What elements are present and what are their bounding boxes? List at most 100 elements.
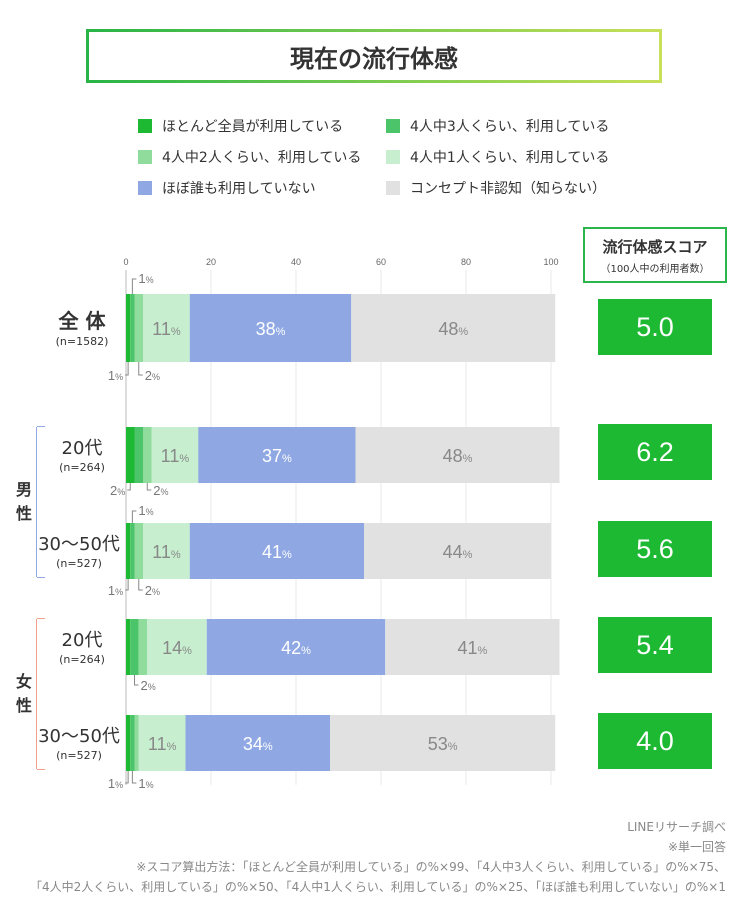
bar-segment — [385, 619, 560, 675]
small-data-label: 1% — [138, 503, 153, 518]
small-data-label: 1% — [138, 776, 153, 791]
small-data-label: 2% — [141, 678, 156, 693]
legend-swatch — [138, 119, 152, 133]
bar-segment — [126, 294, 131, 362]
row-label-n: (n=527) — [56, 557, 102, 570]
leader-line — [134, 675, 139, 686]
row-label-n: (n=264) — [59, 461, 105, 474]
legend-label: 4人中3人くらい、利用している — [410, 119, 610, 135]
legend-item-2of4: 4人中2人くらい、利用している — [138, 147, 361, 167]
leader-line — [125, 579, 129, 591]
legend-item-3of4: 4人中3人くらい、利用している — [386, 116, 609, 136]
small-data-label: 2% — [153, 483, 168, 498]
row-label-n: (n=264) — [59, 653, 105, 666]
footer-source: LINEリサーチ調べ — [627, 820, 726, 834]
x-tick-label: 40 — [291, 257, 301, 267]
score-box-male-20s: 6.2 — [598, 424, 712, 480]
legend-label: コンセプト非認知（知らない） — [410, 181, 606, 197]
score-value: 6.2 — [636, 436, 674, 467]
x-tick-label: 0 — [123, 257, 128, 267]
bar-segment — [189, 523, 364, 579]
bar-segment — [130, 715, 135, 771]
group-label-male: 男性 — [14, 478, 34, 526]
x-tick-label: 80 — [461, 257, 471, 267]
row-label-male-20s: 20代 (n=264) — [42, 434, 122, 474]
score-box-female-30-50s: 4.0 — [598, 713, 712, 769]
bar-segment — [198, 427, 356, 483]
leader-line — [125, 362, 129, 376]
bar-segment — [355, 427, 560, 483]
leader-line — [127, 483, 131, 491]
row-label-male-30-50s: 30〜50代 (n=527) — [32, 530, 126, 570]
bar-segment — [126, 427, 135, 483]
legend-item-all-use: ほとんど全員が利用している — [138, 116, 343, 136]
legend-item-1of4: 4人中1人くらい、利用している — [386, 147, 609, 167]
small-data-label: 2% — [145, 368, 160, 383]
legend-swatch — [386, 119, 400, 133]
score-header-title: 流行体感スコア — [602, 238, 708, 256]
small-data-label: 2% — [145, 583, 160, 598]
bar-segment — [364, 523, 551, 579]
legend-item-none: ほぼ誰も利用していない — [138, 178, 316, 198]
bar-segment — [134, 294, 143, 362]
leader-line — [146, 483, 152, 491]
score-box-female-20s: 5.4 — [598, 617, 712, 673]
legend-label: ほとんど全員が利用している — [162, 119, 344, 135]
bar-segment — [126, 715, 131, 771]
chart-title-box: 現在の流行体感 — [86, 29, 662, 83]
row-label-text: 20代 — [61, 438, 103, 459]
footer-note-formula-2: 「4人中2人くらい、利用している」の%×50、「4人中1人くらい、利用している」… — [29, 880, 726, 894]
bar-segment — [189, 294, 352, 362]
leader-line — [125, 771, 129, 784]
x-tick-label: 60 — [376, 257, 386, 267]
chart-title: 現在の流行体感 — [290, 44, 458, 73]
row-label-total: 全 体 (n=1582) — [42, 305, 122, 348]
leader-line — [138, 362, 143, 376]
legend-swatch — [386, 150, 400, 164]
score-value: 5.4 — [636, 629, 674, 660]
bar-segment — [147, 619, 207, 675]
score-header: 流行体感スコア （100人中の利用者数） — [583, 227, 727, 283]
footer-note-formula-1: ※スコア算出方法：「ほとんど全員が利用している」の%×99、「4人中3人くらい、… — [136, 860, 726, 874]
bar-segment — [138, 715, 186, 771]
bar-segment — [126, 619, 131, 675]
bar-segment — [130, 294, 135, 362]
score-value: 5.0 — [636, 311, 674, 342]
row-label-female-30-50s: 30〜50代 (n=527) — [32, 722, 126, 762]
small-data-label: 1% — [108, 776, 123, 791]
legend-label: ほぼ誰も利用していない — [162, 181, 316, 197]
leader-line — [138, 579, 143, 591]
bar-segment — [151, 427, 199, 483]
small-data-label: 2% — [110, 483, 125, 498]
bar-segment — [143, 294, 190, 362]
bar-segment — [134, 715, 139, 771]
score-value: 4.0 — [636, 725, 674, 756]
row-label-n: (n=1582) — [55, 335, 109, 348]
legend-swatch — [386, 181, 400, 195]
bar-segment — [134, 523, 143, 579]
leader-line — [131, 771, 137, 784]
score-header-subtitle: （100人中の利用者数） — [600, 264, 710, 275]
bar-segment — [206, 619, 386, 675]
footer-note-single: ※単一回答 — [667, 840, 726, 854]
row-label-text: 全 体 — [58, 309, 106, 333]
legend-item-unknown: コンセプト非認知（知らない） — [386, 178, 606, 198]
row-label-text: 20代 — [61, 630, 103, 651]
legend-swatch — [138, 181, 152, 195]
small-data-label: 1% — [108, 583, 123, 598]
legend-swatch — [138, 150, 152, 164]
bar-segment — [330, 715, 556, 771]
bar-segment — [143, 427, 152, 483]
bar-segment — [130, 619, 139, 675]
legend-label: 4人中2人くらい、利用している — [162, 150, 362, 166]
bar-segment — [134, 427, 143, 483]
bar-segment — [185, 715, 330, 771]
legend-label: 4人中1人くらい、利用している — [410, 150, 610, 166]
small-data-label: 1% — [108, 368, 123, 383]
row-label-text: 30〜50代 — [38, 726, 120, 747]
x-tick-label: 20 — [206, 257, 216, 267]
leader-line — [131, 278, 137, 294]
bar-segment — [138, 619, 148, 675]
bar-segment — [130, 523, 135, 579]
